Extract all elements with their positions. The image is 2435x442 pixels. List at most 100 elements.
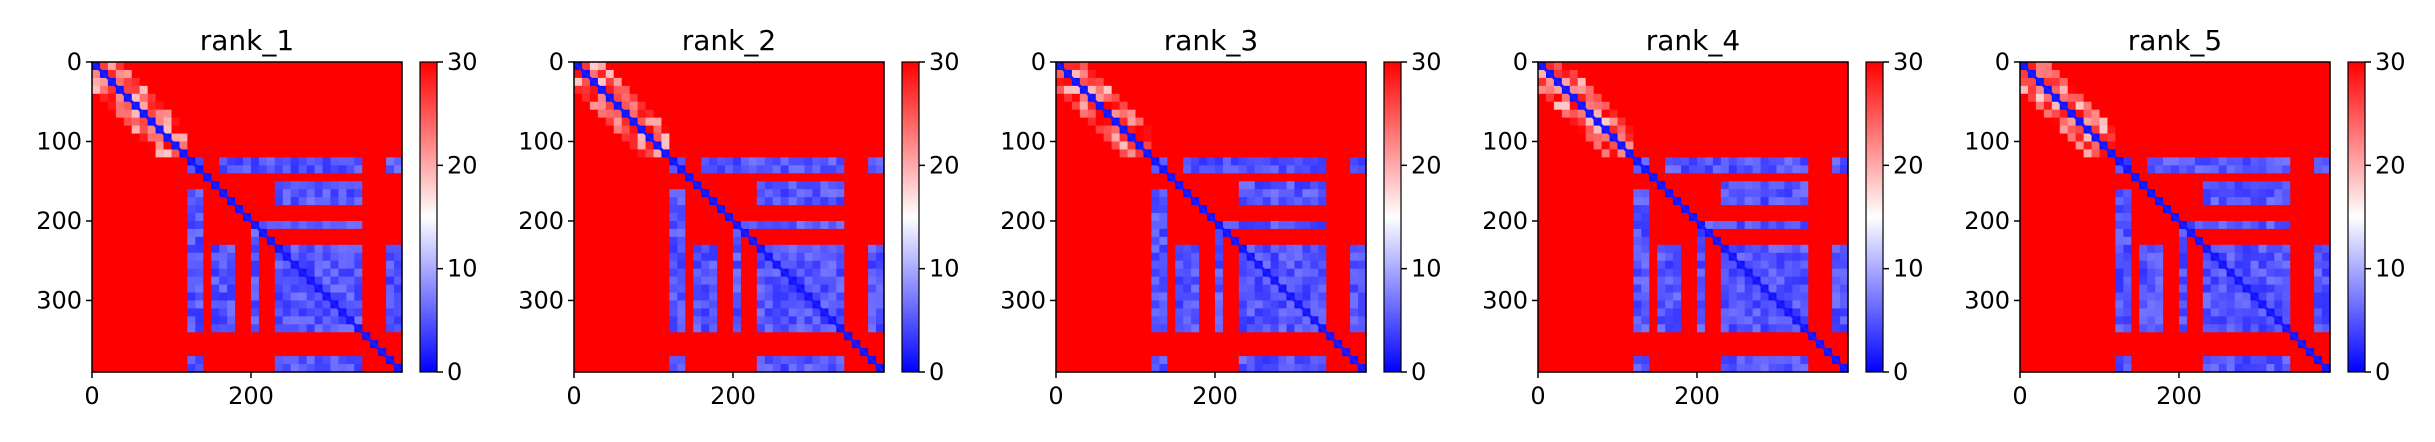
- heatmap-cell: [1247, 340, 1256, 349]
- heatmap-cell: [338, 205, 347, 214]
- heatmap-cell: [598, 332, 607, 341]
- heatmap-cell: [1737, 118, 1746, 127]
- heatmap-cell: [717, 269, 726, 278]
- heatmap-cell: [1072, 134, 1081, 143]
- heatmap-cell: [291, 229, 300, 238]
- heatmap-cell: [1263, 213, 1272, 222]
- heatmap-cell: [1072, 62, 1081, 71]
- heatmap-cell: [1586, 70, 1595, 79]
- heatmap-cell: [283, 316, 292, 325]
- heatmap-cell: [1080, 356, 1089, 365]
- heatmap-cell: [1294, 118, 1303, 127]
- heatmap-cell: [92, 340, 101, 349]
- heatmap-cell: [1151, 253, 1160, 262]
- heatmap-cell: [630, 102, 639, 111]
- heatmap-cell: [1302, 269, 1311, 278]
- heatmap-cell: [1350, 157, 1359, 166]
- heatmap-cell: [1072, 277, 1081, 286]
- heatmap-cell: [868, 102, 877, 111]
- heatmap-cell: [820, 277, 829, 286]
- heatmap-cell: [1753, 118, 1762, 127]
- heatmap-cell: [598, 348, 607, 357]
- heatmap-cell: [275, 332, 284, 341]
- heatmap-cell: [291, 173, 300, 182]
- heatmap-cell: [653, 221, 662, 230]
- heatmap-cell: [116, 157, 125, 166]
- heatmap-cell: [1824, 102, 1833, 111]
- heatmap-cell: [92, 221, 101, 230]
- heatmap-cell: [1263, 157, 1272, 166]
- heatmap-cell: [1239, 102, 1248, 111]
- heatmap-cell: [354, 165, 363, 174]
- heatmap-cell: [187, 102, 196, 111]
- heatmap-cell: [140, 237, 149, 246]
- heatmap-cell: [646, 340, 655, 349]
- heatmap-cell: [622, 94, 631, 103]
- heatmap-cell: [1570, 126, 1579, 135]
- heatmap-cell: [1247, 78, 1256, 87]
- heatmap-cell: [378, 102, 387, 111]
- heatmap-cell: [606, 78, 615, 87]
- heatmap-cell: [677, 285, 686, 294]
- heatmap-cell: [685, 348, 694, 357]
- heatmap-cell: [828, 110, 837, 119]
- heatmap-cell: [598, 181, 607, 190]
- heatmap-cell: [1143, 300, 1152, 309]
- heatmap-cell: [590, 141, 599, 150]
- heatmap-cell: [781, 78, 790, 87]
- heatmap-cell: [661, 94, 670, 103]
- heatmap-cell: [805, 70, 814, 79]
- heatmap-cell: [1263, 332, 1272, 341]
- heatmap-cell: [1342, 277, 1351, 286]
- heatmap-cell: [653, 300, 662, 309]
- heatmap-cell: [1167, 277, 1176, 286]
- heatmap-cell: [116, 348, 125, 357]
- heatmap-cell: [1088, 229, 1097, 238]
- heatmap-cell: [1263, 237, 1272, 246]
- heatmap-cell: [820, 62, 829, 71]
- heatmap-cell: [235, 229, 244, 238]
- heatmap-cell: [757, 277, 766, 286]
- heatmap-cell: [1231, 300, 1240, 309]
- heatmap-cell: [1713, 102, 1722, 111]
- heatmap-cell: [725, 277, 734, 286]
- heatmap-cell: [1207, 189, 1216, 198]
- heatmap-cell: [1064, 245, 1073, 254]
- heatmap-cell: [781, 205, 790, 214]
- heatmap-cell: [1326, 94, 1335, 103]
- heatmap-cell: [1151, 62, 1160, 71]
- heatmap-cell: [1263, 308, 1272, 317]
- heatmap-cell: [243, 245, 252, 254]
- heatmap-cell: [828, 261, 837, 270]
- heatmap-cell: [1633, 94, 1642, 103]
- heatmap-cell: [1255, 300, 1264, 309]
- heatmap-cell: [1350, 205, 1359, 214]
- heatmap-cell: [852, 94, 861, 103]
- colorbar-tick-label: 20: [1411, 151, 1442, 179]
- heatmap-cell: [267, 316, 276, 325]
- heatmap-cell: [354, 78, 363, 87]
- heatmap-cell: [171, 126, 180, 135]
- heatmap-cell: [1231, 316, 1240, 325]
- heatmap-cell: [100, 316, 109, 325]
- heatmap-cell: [219, 118, 228, 127]
- heatmap-cell: [630, 285, 639, 294]
- heatmap-cell: [267, 62, 276, 71]
- heatmap-cell: [148, 70, 157, 79]
- heatmap-cell: [124, 269, 133, 278]
- heatmap-cell: [606, 269, 615, 278]
- heatmap-cell: [653, 165, 662, 174]
- heatmap-cell: [179, 229, 188, 238]
- heatmap-cell: [757, 324, 766, 333]
- heatmap-cell: [1167, 356, 1176, 365]
- heatmap-cell: [1625, 62, 1634, 71]
- heatmap-cell: [606, 245, 615, 254]
- heatmap-cell: [1175, 149, 1184, 158]
- heatmap-cell: [725, 332, 734, 341]
- heatmap-cell: [227, 245, 236, 254]
- heatmap-cell: [386, 324, 395, 333]
- heatmap-cell: [1538, 126, 1547, 135]
- heatmap-cell: [227, 261, 236, 270]
- heatmap-cell: [1641, 102, 1650, 111]
- heatmap-cell: [1334, 261, 1343, 270]
